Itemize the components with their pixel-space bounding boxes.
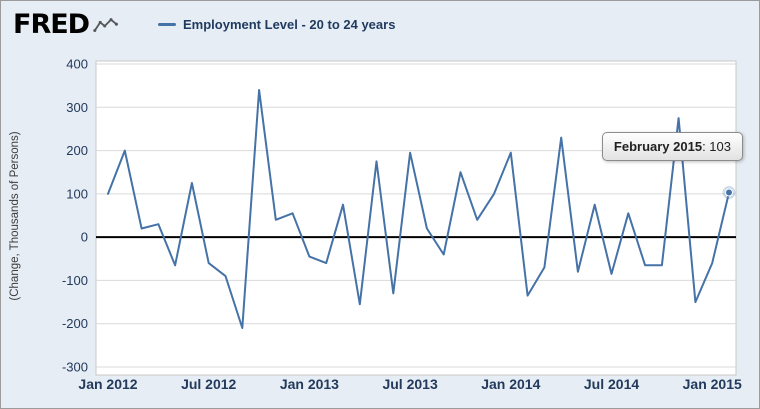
legend[interactable]: Employment Level - 20 to 24 years [158,15,395,33]
y-tick-label: 200 [66,143,88,158]
fred-logo[interactable]: FRED [13,9,120,40]
x-tick-label: Jan 2013 [280,376,339,392]
x-tick-label: Jan 2012 [78,376,137,392]
x-tick-label: Jul 2014 [584,376,639,392]
y-tick-label: 0 [81,230,88,245]
fred-logo-text: FRED [13,9,90,40]
y-tick-label: -100 [62,273,88,288]
fred-logo-chart-icon [93,18,119,33]
tooltip: February 2015: 103 [601,132,743,161]
series-line [107,89,730,329]
x-tick-label: Jul 2013 [382,376,437,392]
tooltip-date: February 2015 [613,139,703,154]
last-point-marker[interactable] [725,188,733,197]
tooltip-value: : 103 [702,139,731,154]
y-tick-label: -200 [62,316,88,331]
legend-line-swatch [158,22,176,26]
y-tick-label: 300 [66,100,88,115]
x-tick-label: Jan 2015 [683,376,742,392]
y-tick-label: 100 [66,186,88,201]
x-tick-label: Jan 2014 [481,376,540,392]
x-tick-label: Jul 2012 [181,376,236,392]
y-tick-label: -300 [62,360,88,375]
plot-area [95,60,737,376]
legend-series-label: Employment Level - 20 to 24 years [183,16,396,32]
y-tick-label: 400 [66,57,88,72]
